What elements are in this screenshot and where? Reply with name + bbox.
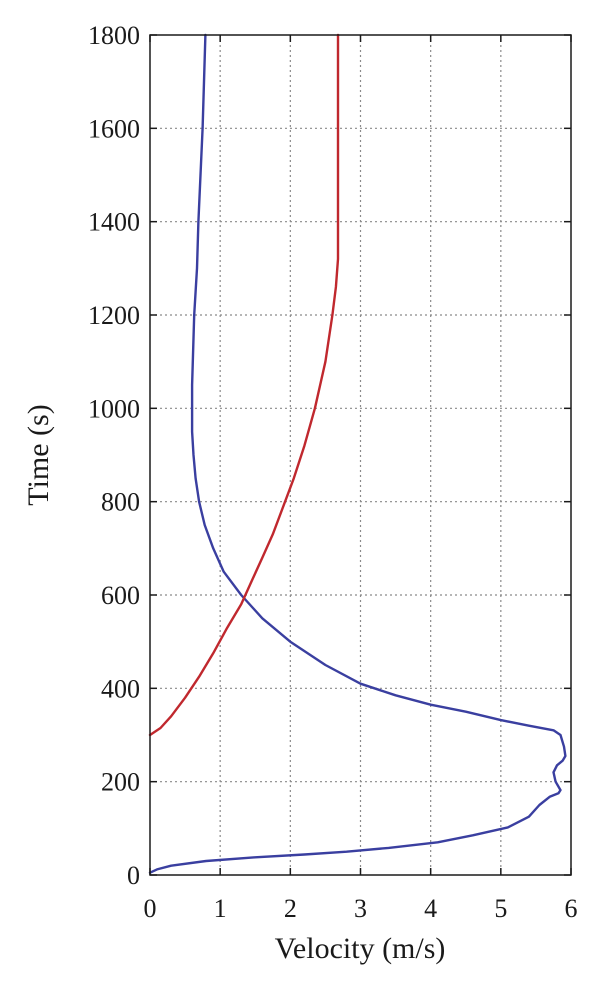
y-tick-label: 1400 [88,208,140,237]
y-tick-label: 800 [101,488,140,517]
y-tick-label: 600 [101,581,140,610]
series-layer [148,33,567,874]
y-axis-title: Time (s) [22,404,55,505]
y-tick-label: 1800 [88,21,140,50]
x-tick-label: 6 [565,894,578,923]
series-line-1 [148,33,567,874]
grid [150,35,571,875]
x-tick-label: 1 [214,894,227,923]
y-tick-label: 1200 [88,301,140,330]
x-tick-label: 3 [354,894,367,923]
series-line-2 [148,33,340,737]
y-tick-label: 1000 [88,394,140,423]
x-tick-label: 2 [284,894,297,923]
y-tick-label: 1600 [88,114,140,143]
x-axis-title: Velocity (m/s) [275,932,446,965]
x-tick-label: 0 [144,894,157,923]
y-tick-label: 400 [101,674,140,703]
x-tick-label: 4 [424,894,437,923]
y-tick-label: 200 [101,768,140,797]
y-tick-label: 0 [127,861,140,890]
ticks [149,34,572,876]
tick-labels: 0 1 2 3 4 5 6 0 200 400 600 800 1000 1200 1400 1600 1800 [88,21,578,923]
x-tick-label: 5 [494,894,507,923]
